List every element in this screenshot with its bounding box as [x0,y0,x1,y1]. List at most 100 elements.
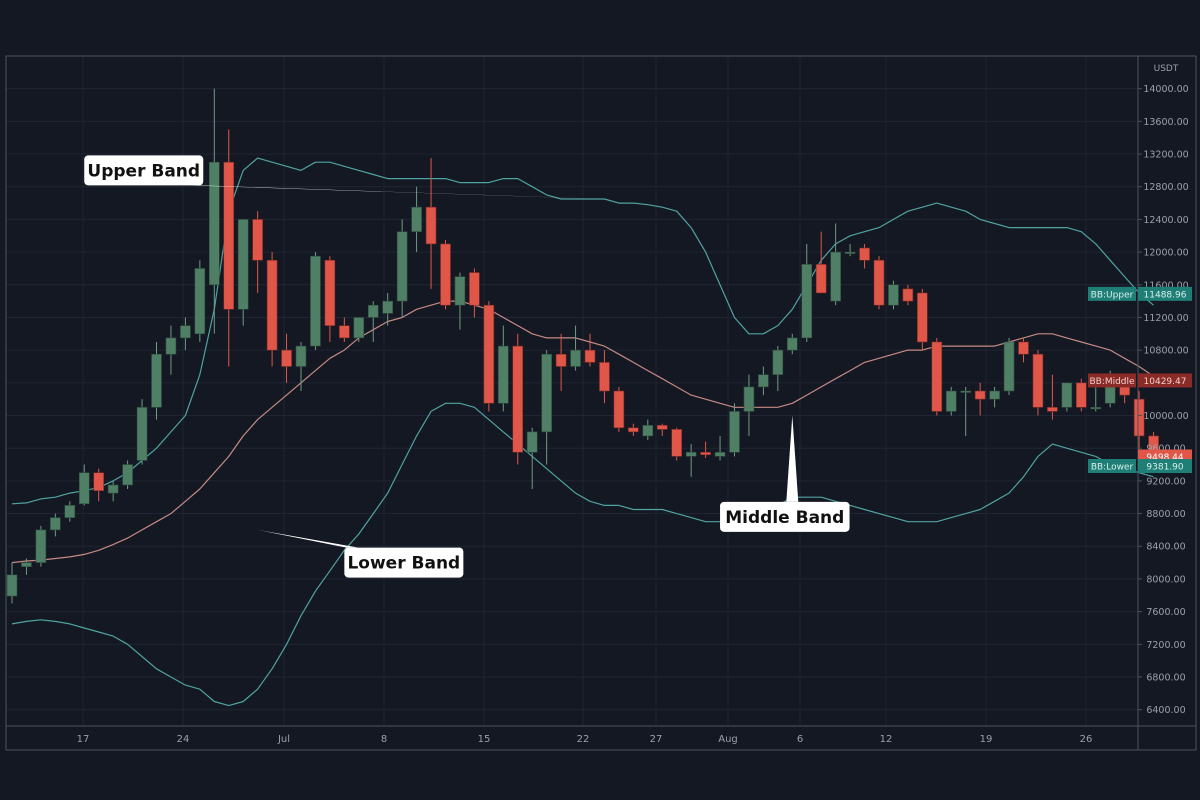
candle-body [1047,407,1058,412]
price-unit-label: USDT [1154,64,1179,74]
candle-body [888,284,899,306]
y-tick-label: 13200.00 [1143,150,1188,161]
candle-up [758,366,769,396]
candle-body [454,276,466,306]
candle-body [945,390,957,412]
y-tick-label: 8000.00 [1146,574,1185,585]
candle-up [729,403,740,457]
candle-up [541,350,552,465]
candle-down [339,317,350,342]
candle-body [122,464,133,486]
candle-down [815,231,827,294]
candle-up [1003,337,1015,396]
candle-body [599,362,610,392]
candle-body [613,390,625,429]
candle-up [642,419,654,441]
annotation-callout: Middle Band [720,415,850,532]
x-tick-label: 26 [1080,734,1093,745]
candle-body [671,429,683,457]
annotation-box [344,547,464,578]
candle-body [512,345,524,453]
candle-down [324,256,336,342]
candle-body [165,337,177,355]
annotation-callout: Lower Band [257,529,464,578]
candle-body [324,259,336,326]
candle-body [194,268,206,335]
candle-body [743,386,755,412]
candle-body [859,247,870,261]
candle-body [758,374,769,388]
annotation-box [720,501,850,532]
x-tick-label: 19 [980,734,993,745]
y-tick-label: 8400.00 [1146,542,1185,553]
candle-body [1003,341,1015,392]
candle-up [35,525,47,567]
candle-body [815,264,827,294]
candle-up [396,219,408,318]
candle-body [382,300,394,314]
candle-up [1061,382,1073,412]
candle-body [1061,382,1073,408]
candle-body [367,304,379,318]
candle-body [151,353,162,408]
candle-down [469,268,480,318]
candle-up [194,260,206,342]
candle-up [151,341,162,420]
upper-band-line [11,157,1154,505]
candle-body [873,259,885,306]
y-tick-label: 9200.00 [1146,476,1185,487]
candle-down [266,252,278,367]
candle-down [555,333,567,391]
candle-down [628,423,639,436]
price-label-name: BB:Upper [1091,290,1134,300]
candle-body [1076,382,1087,408]
candle-down [252,211,263,293]
candle-down [512,333,524,465]
x-tick-label: 6 [797,734,803,745]
candle-body [844,251,856,254]
candle-body [974,390,986,400]
candle-body [35,529,47,563]
candle-body [931,341,943,412]
candle-body [772,349,784,375]
candle-down [281,333,292,383]
price-label-name-bg [1088,459,1136,474]
candle-body [281,349,292,367]
candle-body [801,264,813,339]
candle-up [21,558,32,575]
candle-down [902,284,914,306]
candle-body [685,451,697,457]
candle-up [497,325,509,412]
candle-up [772,346,784,391]
y-tick-label: 9600.00 [1146,444,1185,455]
candle-up [78,464,90,506]
y-tick-label: 7200.00 [1146,640,1185,651]
candle-up [830,223,841,306]
candle-body [107,484,119,494]
candle-body [989,390,1000,400]
candle-up [685,444,697,477]
price-labels: BB:Upper 11488.96 BB:Middle 10429.47 9498.44… [1088,286,1192,474]
candle-body [483,304,495,404]
candle-body [21,562,32,567]
annotation-pointer [786,415,799,502]
candle-body [830,251,841,302]
candle-up [136,399,148,465]
candle-down [931,337,943,416]
chart-frame [5,55,1197,751]
candle-up [526,427,538,490]
candle-up [6,562,18,604]
y-tick-label: 11200.00 [1143,313,1188,324]
candle-body [136,407,148,461]
x-tick-label: 24 [177,734,190,745]
candle-down [425,158,437,289]
candle-down [1018,337,1029,363]
candle-body [411,206,422,232]
candle-body [526,431,538,453]
price-label-name-bg [1088,286,1136,301]
price-label-upper: BB:Upper 11488.96 [1088,286,1192,301]
x-tick-label: 22 [577,734,590,745]
candle-up [295,341,307,391]
candle-up [122,460,133,490]
y-tick-label: 14000.00 [1143,84,1188,95]
